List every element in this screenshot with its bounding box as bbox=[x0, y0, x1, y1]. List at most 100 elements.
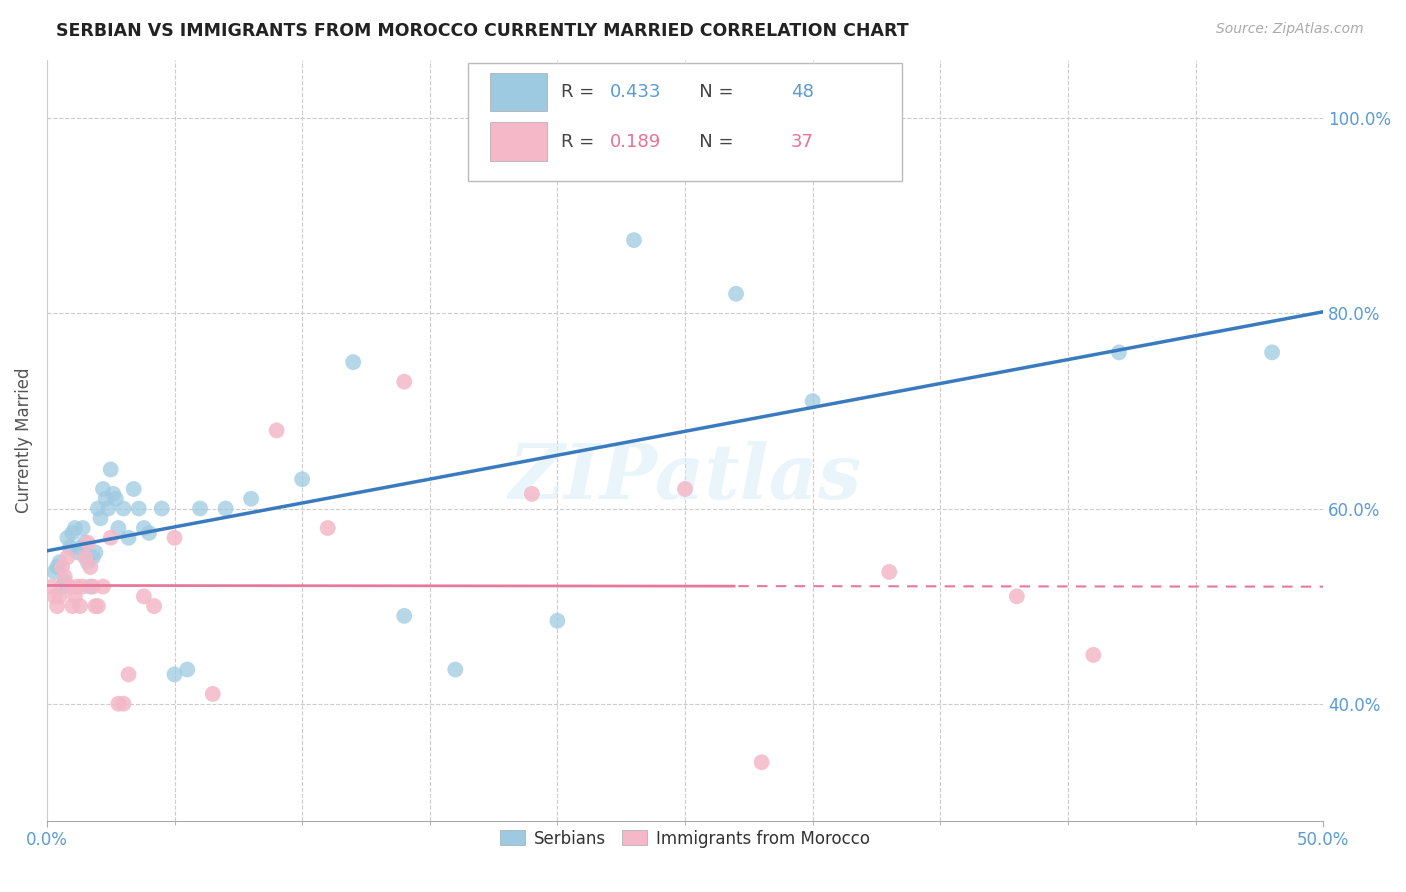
Point bbox=[82, 580, 104, 594]
Point bbox=[56, 550, 79, 565]
Point bbox=[163, 531, 186, 545]
Point bbox=[76, 535, 98, 549]
Point bbox=[44, 590, 66, 604]
Point bbox=[117, 531, 139, 545]
Point bbox=[342, 355, 364, 369]
Point bbox=[1083, 648, 1105, 662]
Point bbox=[122, 482, 145, 496]
Text: 48: 48 bbox=[792, 83, 814, 101]
Point bbox=[94, 491, 117, 506]
Point bbox=[128, 501, 150, 516]
Point bbox=[240, 491, 263, 506]
Point bbox=[51, 580, 73, 594]
Point bbox=[79, 560, 101, 574]
Point bbox=[48, 590, 70, 604]
Point bbox=[59, 541, 82, 555]
Point bbox=[87, 599, 110, 613]
Point bbox=[176, 663, 198, 677]
Point bbox=[107, 697, 129, 711]
Text: R =: R = bbox=[561, 83, 600, 101]
FancyBboxPatch shape bbox=[489, 73, 547, 112]
Point bbox=[89, 511, 111, 525]
Point bbox=[751, 756, 773, 770]
Point bbox=[72, 521, 94, 535]
Point bbox=[132, 590, 155, 604]
Text: ZIPatlas: ZIPatlas bbox=[509, 442, 862, 516]
Point bbox=[82, 550, 104, 565]
Point bbox=[84, 545, 107, 559]
Point bbox=[394, 375, 416, 389]
Point bbox=[673, 482, 696, 496]
Point bbox=[100, 462, 122, 476]
Point bbox=[48, 555, 70, 569]
Point bbox=[394, 608, 416, 623]
Point bbox=[546, 614, 568, 628]
Point bbox=[150, 501, 173, 516]
Point bbox=[91, 482, 114, 496]
Legend: Serbians, Immigrants from Morocco: Serbians, Immigrants from Morocco bbox=[494, 823, 876, 855]
Point bbox=[100, 531, 122, 545]
Point bbox=[266, 424, 288, 438]
Text: 37: 37 bbox=[792, 133, 814, 151]
Point bbox=[291, 472, 314, 486]
Point bbox=[97, 501, 120, 516]
Point bbox=[69, 541, 91, 555]
Text: SERBIAN VS IMMIGRANTS FROM MOROCCO CURRENTLY MARRIED CORRELATION CHART: SERBIAN VS IMMIGRANTS FROM MOROCCO CURRE… bbox=[56, 22, 908, 40]
Point bbox=[103, 487, 125, 501]
Point bbox=[51, 560, 73, 574]
Point bbox=[53, 574, 76, 589]
Point bbox=[201, 687, 224, 701]
Point bbox=[1261, 345, 1284, 359]
Y-axis label: Currently Married: Currently Married bbox=[15, 368, 32, 513]
Point bbox=[316, 521, 339, 535]
Point bbox=[112, 697, 135, 711]
Point bbox=[63, 521, 86, 535]
Point bbox=[46, 599, 69, 613]
FancyBboxPatch shape bbox=[468, 63, 903, 181]
Point bbox=[91, 580, 114, 594]
Text: N =: N = bbox=[682, 83, 740, 101]
Text: R =: R = bbox=[561, 133, 600, 151]
Point bbox=[72, 580, 94, 594]
Point bbox=[117, 667, 139, 681]
Point bbox=[801, 394, 824, 409]
Point bbox=[1005, 590, 1028, 604]
Point bbox=[87, 501, 110, 516]
Text: N =: N = bbox=[682, 133, 740, 151]
Point bbox=[107, 521, 129, 535]
Text: 0.189: 0.189 bbox=[610, 133, 661, 151]
Text: Source: ZipAtlas.com: Source: ZipAtlas.com bbox=[1216, 22, 1364, 37]
Point bbox=[163, 667, 186, 681]
Point bbox=[76, 555, 98, 569]
Point bbox=[138, 525, 160, 540]
Point bbox=[79, 580, 101, 594]
Point bbox=[63, 590, 86, 604]
FancyBboxPatch shape bbox=[489, 122, 547, 161]
Point bbox=[132, 521, 155, 535]
Point bbox=[53, 570, 76, 584]
Point bbox=[41, 580, 63, 594]
Point bbox=[62, 525, 84, 540]
Point bbox=[444, 663, 467, 677]
Point bbox=[214, 501, 236, 516]
Point bbox=[75, 535, 97, 549]
Point bbox=[44, 565, 66, 579]
Point bbox=[520, 487, 543, 501]
Point bbox=[725, 286, 748, 301]
Point bbox=[46, 560, 69, 574]
Point bbox=[623, 233, 645, 247]
Point bbox=[877, 565, 900, 579]
Point bbox=[66, 580, 89, 594]
Point bbox=[1108, 345, 1130, 359]
Point bbox=[69, 599, 91, 613]
Point bbox=[66, 545, 89, 559]
Point bbox=[143, 599, 166, 613]
Point bbox=[56, 531, 79, 545]
Point bbox=[112, 501, 135, 516]
Point bbox=[104, 491, 127, 506]
Point bbox=[188, 501, 211, 516]
Point bbox=[84, 599, 107, 613]
Point bbox=[62, 599, 84, 613]
Text: 0.433: 0.433 bbox=[610, 83, 661, 101]
Point bbox=[59, 580, 82, 594]
